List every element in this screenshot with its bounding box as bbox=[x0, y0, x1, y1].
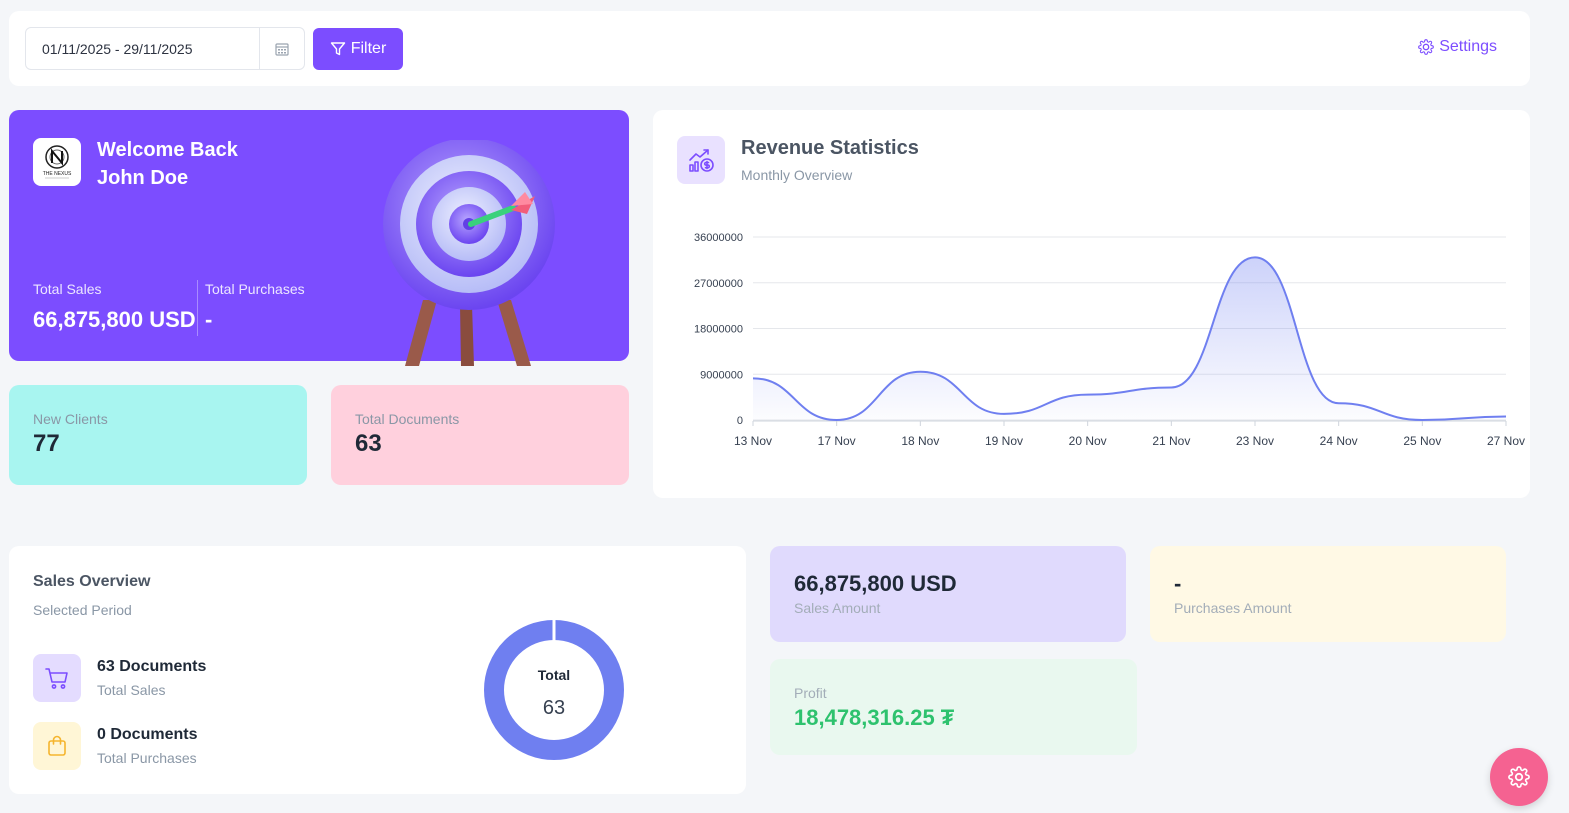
stat-divider bbox=[197, 280, 198, 336]
sales-overview-title: Sales Overview bbox=[33, 573, 151, 590]
new-clients-value: 77 bbox=[33, 430, 60, 457]
x-tick-label: 17 Nov bbox=[818, 434, 856, 448]
dartboard-illustration bbox=[383, 140, 555, 366]
svg-text:THE NEXUS: THE NEXUS bbox=[43, 171, 72, 177]
gear-icon bbox=[1508, 766, 1530, 788]
x-tick-label: 23 Nov bbox=[1236, 434, 1274, 448]
sales-donut-chart bbox=[484, 619, 624, 760]
revenue-series-line bbox=[752, 256, 1507, 422]
y-tick-label: 9000000 bbox=[700, 369, 743, 381]
purchase-documents-label: Total Purchases bbox=[97, 750, 197, 766]
purchases-amount-value: - bbox=[1174, 571, 1182, 596]
user-name: John Doe bbox=[97, 167, 189, 189]
sales-amount-label: Sales Amount bbox=[794, 600, 881, 616]
filter-icon bbox=[330, 42, 345, 56]
donut-total-value: 63 bbox=[542, 697, 566, 719]
new-clients-label: New Clients bbox=[33, 411, 108, 427]
sales-amount-value: 66,875,800 USD bbox=[794, 571, 957, 596]
x-tick-label: 21 Nov bbox=[1152, 434, 1190, 448]
welcome-heading: Welcome Back John Doe bbox=[97, 136, 238, 192]
revenue-area-chart: 0 9000000 18000000 27000000 36000000 13 Nov 17… bbox=[694, 232, 1525, 448]
revenue-subtitle: Monthly Overview bbox=[741, 167, 853, 183]
sales-documents-label: Total Sales bbox=[97, 682, 166, 698]
y-tick-label: 18000000 bbox=[694, 324, 743, 336]
sales-documents-count: 63 Documents bbox=[97, 658, 207, 675]
donut-total-label: Total bbox=[537, 667, 571, 683]
profit-label: Profit bbox=[794, 685, 827, 701]
y-tick-label: 0 bbox=[737, 415, 743, 427]
shopping-bag-icon bbox=[33, 722, 81, 770]
date-range-input[interactable]: 01/11/2025 - 29/11/2025 bbox=[42, 40, 193, 57]
total-sales-label: Total Sales bbox=[33, 281, 102, 297]
x-tick-label: 19 Nov bbox=[985, 434, 1023, 448]
revenue-area-fill bbox=[753, 257, 1506, 420]
gear-icon bbox=[1418, 39, 1434, 55]
profit-card: Profit 18,478,316.25 ₮ bbox=[770, 659, 1137, 755]
top-toolbar: 01/11/2025 - 29/11/2025 Filter Settings bbox=[9, 11, 1530, 86]
total-documents-label: Total Documents bbox=[355, 411, 460, 427]
total-purchases-label: Total Purchases bbox=[205, 281, 305, 297]
welcome-card: THE NEXUS Welcome Back John Doe Total Sa… bbox=[9, 110, 629, 366]
revenue-chart-icon bbox=[677, 136, 725, 184]
sales-amount-card: 66,875,800 USD Sales Amount bbox=[770, 546, 1126, 642]
company-logo: THE NEXUS bbox=[33, 138, 81, 186]
total-documents-value: 63 bbox=[355, 430, 382, 457]
filter-button[interactable]: Filter bbox=[313, 28, 403, 70]
filter-label: Filter bbox=[350, 40, 387, 57]
total-documents-card: Total Documents 63 bbox=[331, 385, 629, 485]
profit-value: 18,478,316.25 ₮ bbox=[794, 705, 955, 730]
revenue-statistics-card: Revenue Statistics Monthly Overview 0 900… bbox=[653, 110, 1530, 498]
x-tick-label: 27 Nov bbox=[1487, 434, 1525, 448]
x-tick-label: 18 Nov bbox=[901, 434, 939, 448]
x-tick-label: 20 Nov bbox=[1069, 434, 1107, 448]
y-tick-label: 36000000 bbox=[694, 232, 743, 244]
settings-label: Settings bbox=[1439, 38, 1497, 55]
x-tick-label: 24 Nov bbox=[1320, 434, 1358, 448]
new-clients-card: New Clients 77 bbox=[9, 385, 307, 485]
total-purchases-value: - bbox=[205, 307, 213, 332]
sales-overview-subtitle: Selected Period bbox=[33, 602, 132, 618]
date-range-picker[interactable]: 01/11/2025 - 29/11/2025 bbox=[25, 27, 305, 70]
floating-settings-button[interactable] bbox=[1490, 748, 1548, 806]
y-tick-label: 27000000 bbox=[694, 278, 743, 290]
welcome-line: Welcome Back bbox=[97, 139, 238, 161]
purchases-amount-label: Purchases Amount bbox=[1174, 600, 1292, 616]
cart-icon bbox=[33, 654, 81, 702]
settings-link[interactable]: Settings bbox=[1418, 38, 1497, 56]
x-tick-label: 13 Nov bbox=[734, 434, 772, 448]
x-tick-label: 25 Nov bbox=[1403, 434, 1441, 448]
purchase-documents-count: 0 Documents bbox=[97, 726, 198, 743]
calendar-icon[interactable] bbox=[259, 28, 304, 69]
revenue-title: Revenue Statistics bbox=[741, 137, 919, 159]
sales-overview-card: Sales Overview Selected Period 63 Docume… bbox=[9, 546, 746, 794]
total-sales-value: 66,875,800 USD bbox=[33, 307, 196, 332]
purchases-amount-card: - Purchases Amount bbox=[1150, 546, 1506, 642]
